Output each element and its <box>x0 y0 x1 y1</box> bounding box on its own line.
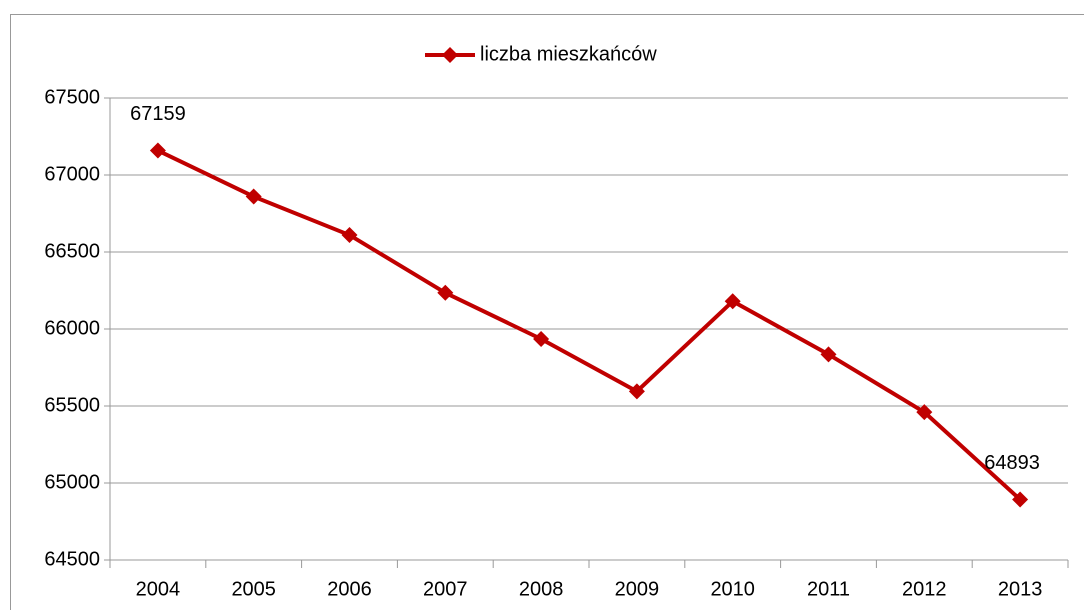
x-tick-label: 2008 <box>519 578 564 600</box>
y-tick-label: 64500 <box>44 548 100 570</box>
x-tick-label: 2007 <box>423 578 468 600</box>
y-tick-label: 65500 <box>44 394 100 416</box>
x-tick-label: 2006 <box>327 578 372 600</box>
x-tick-label: 2010 <box>710 578 755 600</box>
y-tick-label: 66500 <box>44 240 100 262</box>
y-tick-label: 65000 <box>44 471 100 493</box>
x-tick-label: 2009 <box>615 578 660 600</box>
x-tick-label: 2004 <box>136 578 181 600</box>
y-tick-label: 67500 <box>44 86 100 108</box>
x-tick-label: 2013 <box>998 578 1043 600</box>
data-label: 64893 <box>984 452 1040 474</box>
x-tick-label: 2005 <box>231 578 276 600</box>
x-tick-label: 2011 <box>807 578 850 600</box>
y-tick-label: 66000 <box>44 317 100 339</box>
legend-label: liczba mieszkańców <box>480 43 657 65</box>
data-label: 67159 <box>130 103 186 125</box>
y-tick-label: 67000 <box>44 163 100 185</box>
x-tick-label: 2012 <box>902 578 947 600</box>
